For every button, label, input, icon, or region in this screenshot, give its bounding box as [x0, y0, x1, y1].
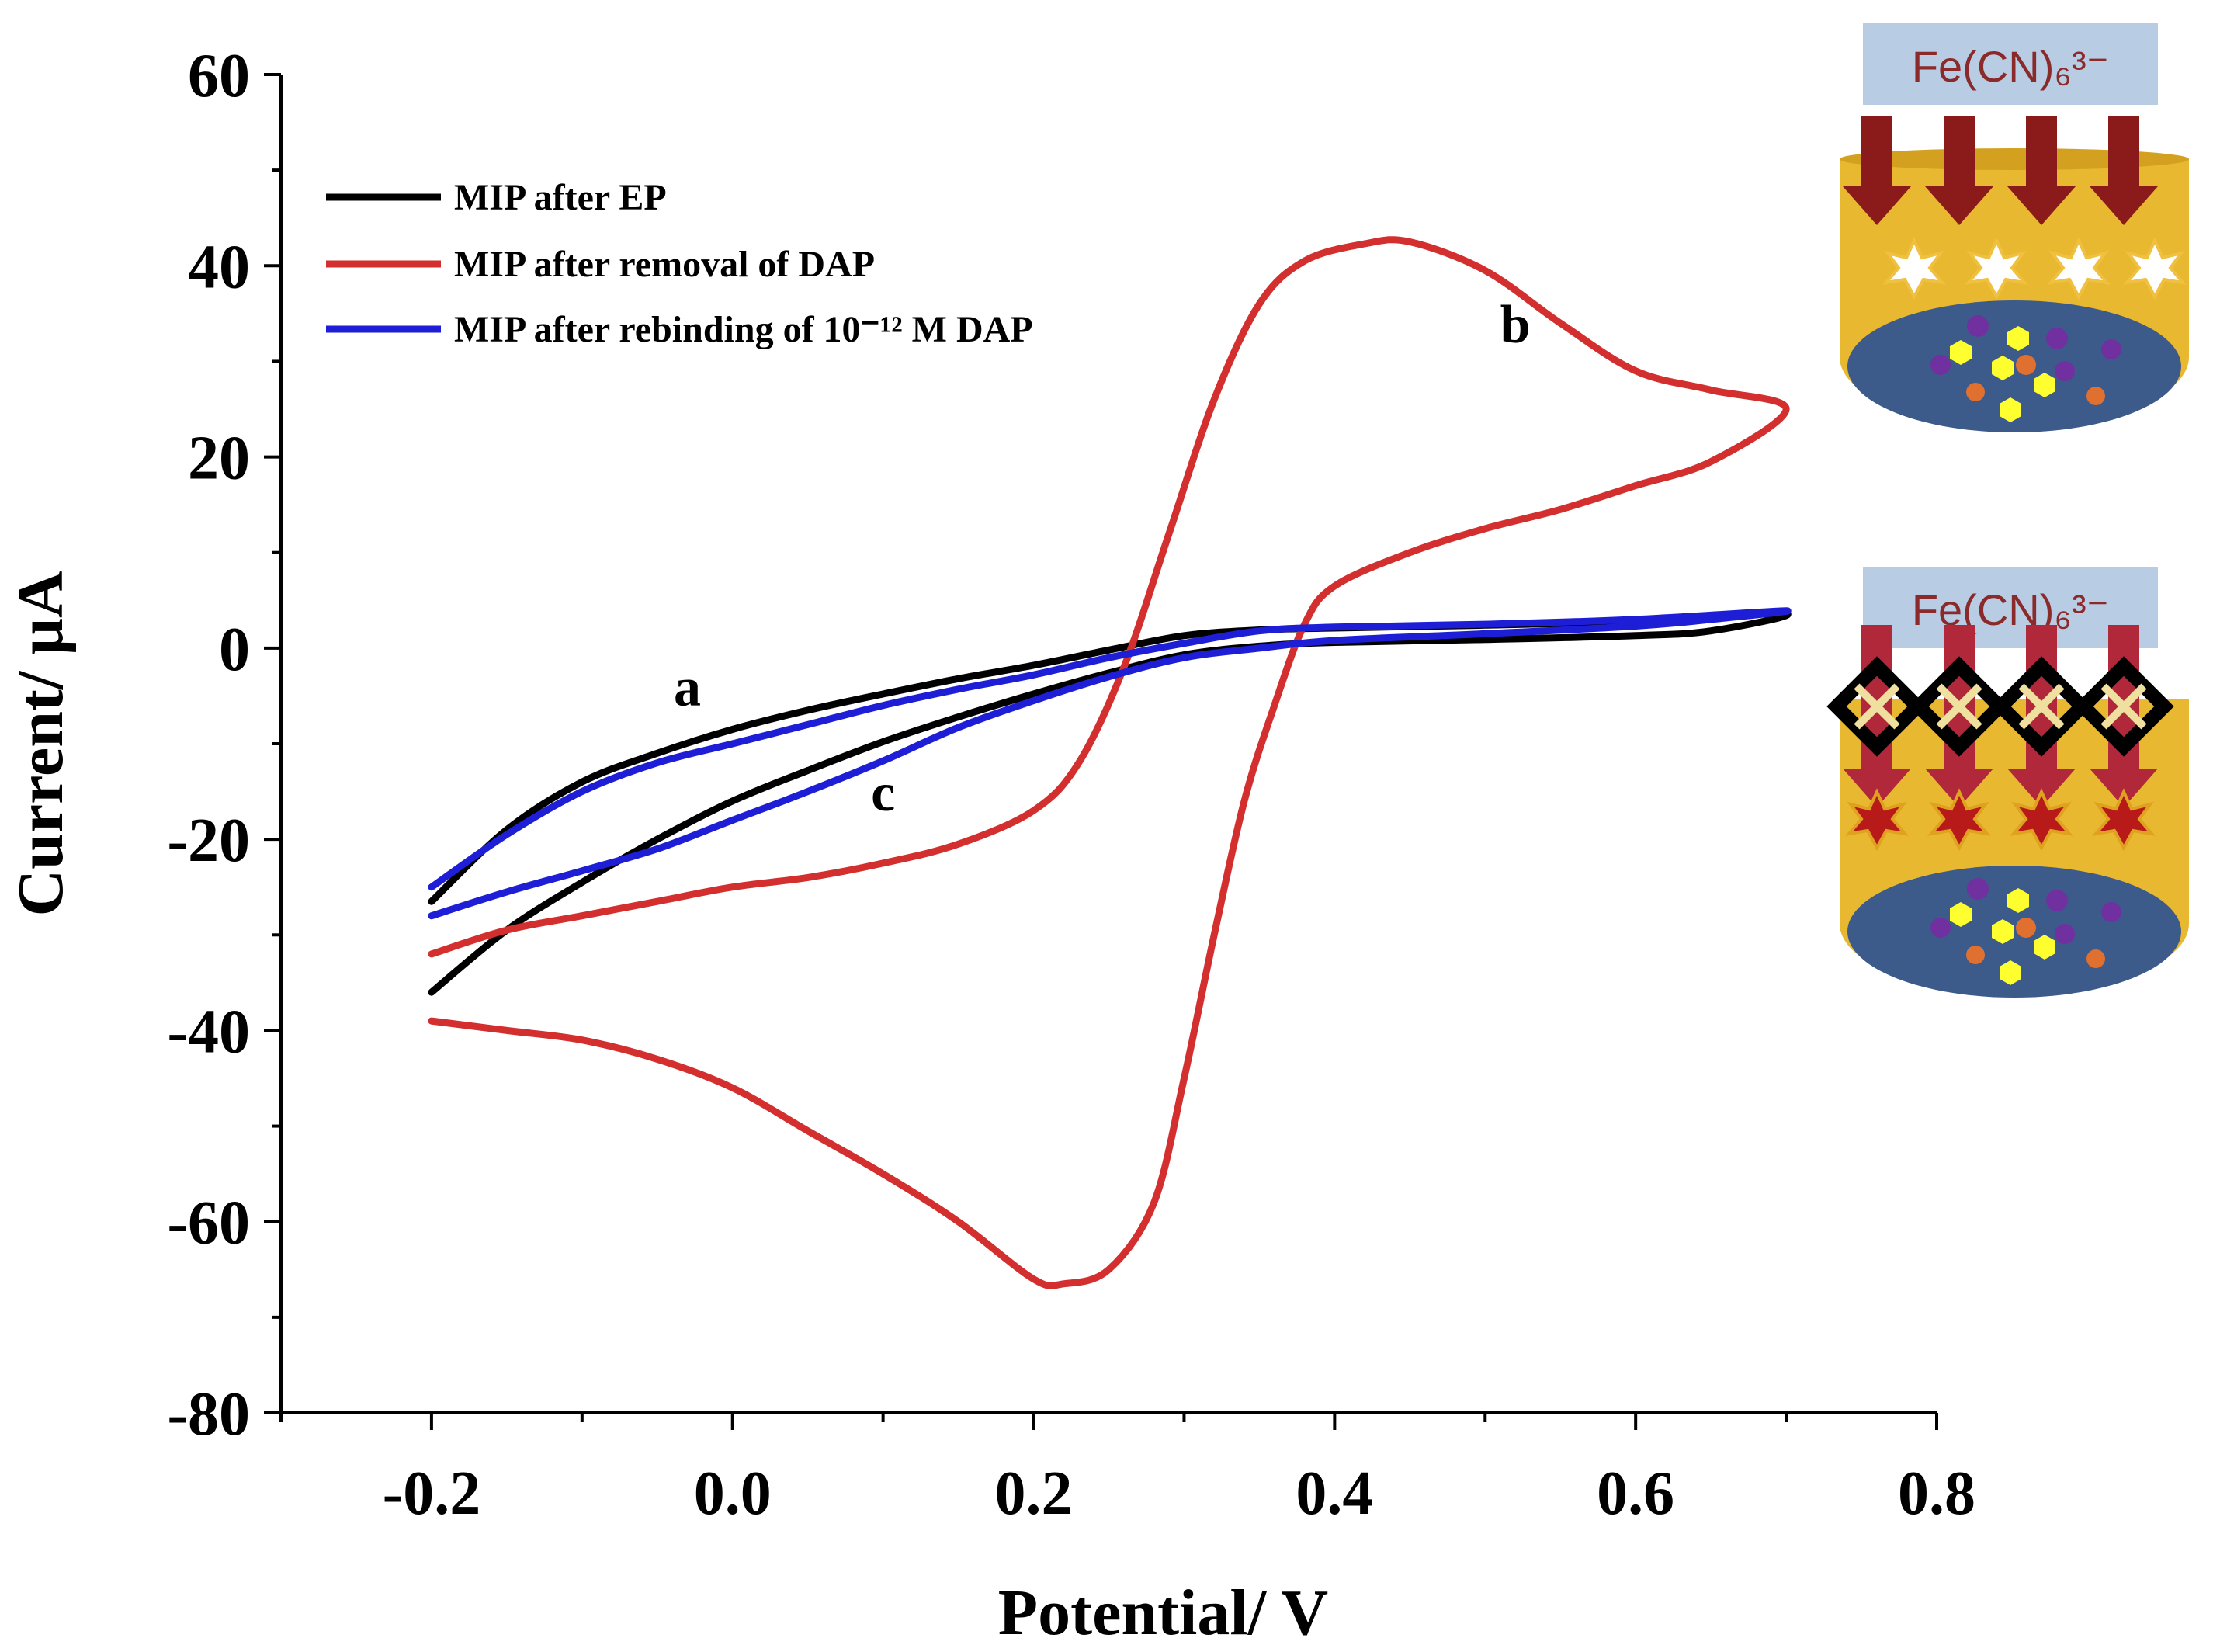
- curve-label-a: a: [674, 658, 701, 718]
- y-tick-label: 40: [188, 233, 250, 301]
- y-tick-label: 60: [188, 42, 250, 110]
- down-arrow-icons-bottom: [1843, 625, 2158, 807]
- bright-star-icons: [1882, 237, 2187, 300]
- x-axis-title: Potential/ V: [998, 1577, 1328, 1649]
- y-tick-label: -40: [167, 998, 250, 1066]
- x-tick-label: 0.2: [995, 1459, 1073, 1528]
- molecule-icons-top: [1930, 315, 2121, 422]
- schematic-after-removal: Fe(CN)₆³⁻: [1840, 23, 2189, 432]
- y-axis-title: Current/ μA: [5, 571, 77, 916]
- curve-label-b: b: [1500, 295, 1531, 355]
- curve-label-c: c: [871, 763, 895, 823]
- legend-label-ep: MIP after EP: [454, 177, 667, 218]
- x-tick-label: -0.2: [383, 1459, 481, 1528]
- series-mip-after-removal: [428, 236, 1790, 1289]
- down-arrow-icons: [1843, 116, 2158, 225]
- series-mip-after-rebinding: [428, 607, 1792, 920]
- x-tick-label: 0.4: [1296, 1459, 1373, 1528]
- curves: [428, 236, 1792, 1289]
- legend: MIP after EP MIP after removal of DAP MI…: [326, 177, 1033, 350]
- y-tick-label: -80: [167, 1380, 250, 1449]
- legend-label-removal: MIP after removal of DAP: [454, 244, 875, 285]
- axes: [264, 73, 1938, 1430]
- series-mip-after-ep: [428, 609, 1792, 996]
- dim-star-icons: [1844, 788, 2156, 852]
- y-tick-label: 20: [188, 425, 250, 493]
- molecule-icons-bottom: [1930, 878, 2121, 985]
- y-tick-label: -60: [167, 1189, 250, 1258]
- ion-label-bottom: Fe(CN)₆³⁻: [1912, 585, 2109, 634]
- ion-banner-top: [1863, 23, 2158, 105]
- ion-label-top: Fe(CN)₆³⁻: [1912, 42, 2109, 91]
- legend-label-rebinding: MIP after rebinding of 10⁻¹² M DAP: [454, 309, 1033, 350]
- y-tick-label: 0: [219, 616, 250, 684]
- schematic-after-rebinding: Fe(CN)₆³⁻: [1826, 567, 2189, 998]
- blocking-cross-icons: [1826, 656, 2174, 757]
- electrode-rim-top: [1840, 148, 2189, 170]
- y-tick-label: -20: [167, 807, 250, 875]
- axis-labels: -80 -60 -40 -20 0 20 40 60 -0.2 0.0 0.2 0.4 0.6 0.8 Po…: [5, 42, 1975, 1649]
- x-tick-label: 0.6: [1597, 1459, 1674, 1528]
- x-tick-label: 0.0: [694, 1459, 772, 1528]
- x-tick-label: 0.8: [1898, 1459, 1975, 1528]
